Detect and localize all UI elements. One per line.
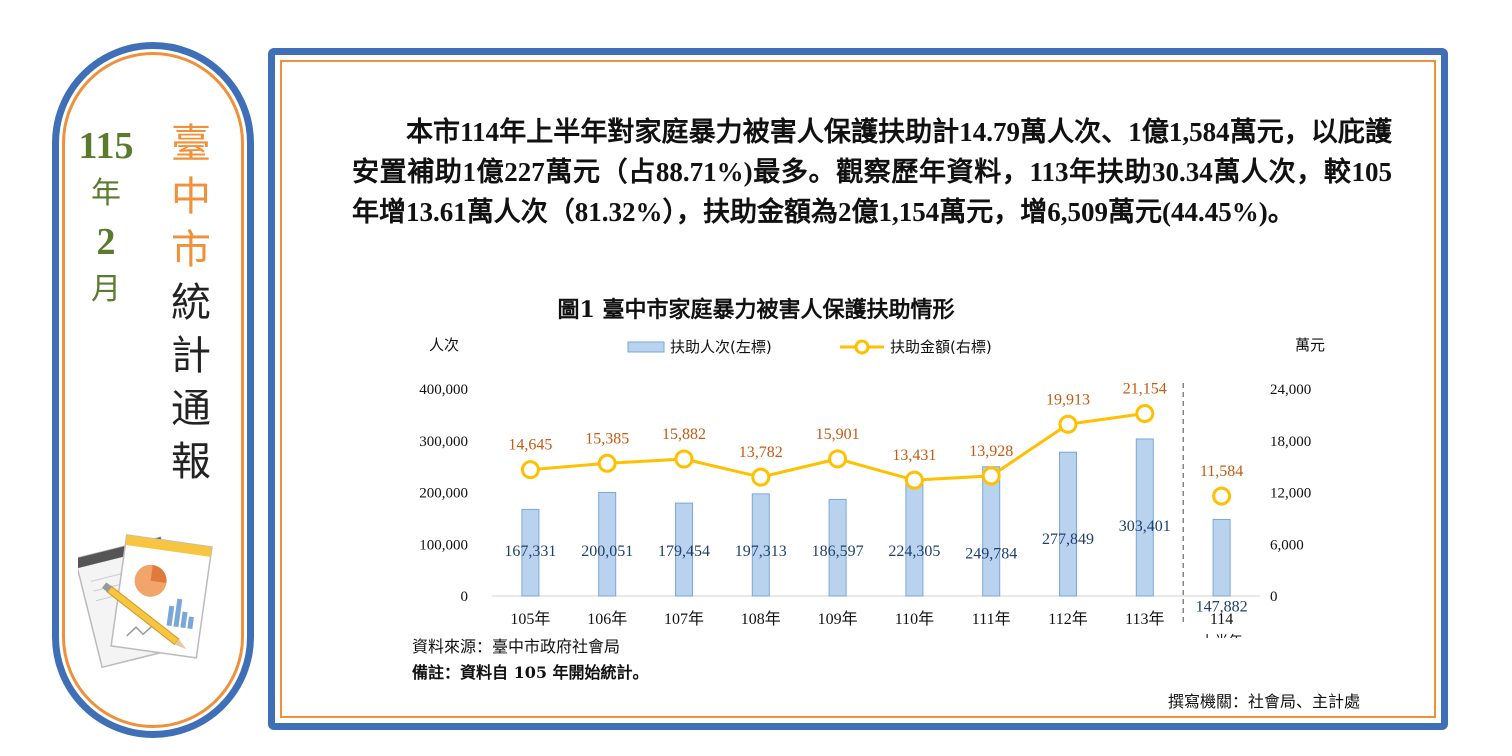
- amount-marker: [1058, 414, 1078, 434]
- count-bar: [1212, 518, 1231, 597]
- amount-label: 15,385: [585, 430, 629, 447]
- chart-title: 圖1 臺中市家庭暴力被害人保護扶助情形: [557, 297, 955, 323]
- amount-label: 11,584: [1200, 463, 1243, 480]
- amount-marker: [674, 449, 694, 469]
- left-axis-tick: 300,000: [419, 434, 468, 450]
- right-axis-tick: 0: [1270, 589, 1278, 605]
- issue-badge-inner-frame: [62, 52, 244, 728]
- count-label: 224,305: [888, 543, 940, 560]
- count-bar: [598, 491, 617, 597]
- amount-marker: [520, 460, 540, 480]
- count-label: 200,051: [581, 543, 633, 560]
- amount-label: 15,882: [662, 426, 706, 443]
- issue-month-number: 2: [96, 221, 116, 263]
- category-label: 108年: [741, 610, 781, 628]
- count-bar: [1135, 438, 1154, 597]
- right-axis-tick: 24,000: [1270, 382, 1311, 398]
- title-char: 報: [171, 439, 211, 485]
- content-panel-frame: [268, 48, 1448, 730]
- issue-month-unit: 月: [91, 272, 121, 307]
- summary-paragraph: 本市114年上半年對家庭暴力被害人保護扶助計14.79萬人次、1億1,584萬元…: [352, 117, 1392, 227]
- amount-marker: [597, 453, 617, 473]
- issue-date: 115 年 2 月: [76, 122, 136, 314]
- count-label: 179,454: [658, 543, 710, 560]
- protection-assistance-chart: 人次 萬元 扶助人次(左標) 扶助金額(右標) 400,000 300,000 200,00…: [419, 336, 1325, 638]
- report-chart-icon: [78, 534, 213, 669]
- left-axis-tick: 100,000: [419, 537, 468, 553]
- left-axis-tick: 400,000: [419, 382, 468, 398]
- legend-line-label: 扶助金額(右標): [890, 338, 992, 356]
- category-label: 112年: [1048, 610, 1087, 628]
- right-axis-tick: 18,000: [1270, 434, 1311, 450]
- category-label: 109年: [818, 610, 858, 628]
- issue-year-unit: 年: [91, 176, 121, 211]
- amount-label: 14,645: [508, 437, 552, 454]
- left-axis-tick: 0: [461, 589, 469, 605]
- count-label: 147,882: [1196, 598, 1248, 615]
- publication-title: 臺 中 市 統 計 通 報: [166, 118, 216, 489]
- title-char: 臺: [171, 121, 211, 167]
- count-label: 167,331: [504, 543, 556, 560]
- chart-note: 備註：資料自 105 年開始統計。: [412, 663, 649, 682]
- count-bar: [982, 466, 1001, 597]
- amount-marker: [1212, 486, 1232, 506]
- chart-footnotes: 資料來源：臺中市政府社會局 備註：資料自 105 年開始統計。: [412, 634, 649, 686]
- category-sublabel: 上半年: [1201, 634, 1243, 638]
- count-bar: [751, 493, 770, 597]
- count-bar: [828, 498, 847, 597]
- amount-label: 13,782: [739, 444, 783, 461]
- title-char: 通: [171, 386, 211, 432]
- legend-bar-swatch: [627, 341, 665, 353]
- right-axis-unit: 萬元: [1295, 336, 1325, 354]
- amount-label: 13,928: [969, 443, 1013, 460]
- count-bar: [675, 502, 693, 597]
- amount-marker: [904, 470, 924, 490]
- count-bar: [905, 479, 924, 597]
- category-label: 110年: [895, 610, 934, 628]
- title-char: 計: [171, 333, 211, 379]
- legend-bar-label: 扶助人次(左標): [670, 338, 772, 356]
- legend-line-marker: [854, 339, 870, 355]
- category-label: 107年: [664, 610, 704, 628]
- amount-marker: [751, 467, 771, 487]
- right-axis-tick: 12,000: [1270, 486, 1311, 502]
- amount-marker: [1135, 404, 1155, 424]
- count-label: 249,784: [965, 546, 1017, 563]
- amount-label: 15,901: [816, 426, 860, 443]
- count-bar: [1059, 451, 1077, 597]
- data-source: 資料來源：臺中市政府社會局: [412, 637, 621, 656]
- title-char: 中: [171, 174, 211, 220]
- count-label: 277,849: [1042, 531, 1094, 548]
- issue-year-number: 115: [78, 125, 134, 167]
- count-label: 303,401: [1119, 518, 1171, 535]
- right-axis-tick: 6,000: [1270, 537, 1304, 553]
- count-label: 186,597: [812, 543, 864, 560]
- category-label: 106年: [587, 610, 627, 628]
- category-label: 105年: [510, 610, 550, 628]
- category-label: 113年: [1125, 610, 1164, 628]
- category-label: 111年: [972, 610, 1011, 628]
- amount-label: 19,913: [1046, 391, 1090, 408]
- amount-label: 13,431: [892, 447, 936, 464]
- amount-label: 21,154: [1123, 381, 1167, 398]
- left-axis-tick: 200,000: [419, 486, 468, 502]
- count-label: 197,313: [735, 543, 787, 560]
- title-char: 市: [171, 227, 211, 273]
- category-label: 114: [1210, 611, 1233, 628]
- title-char: 統: [171, 280, 211, 326]
- content-panel-inner-frame: [280, 60, 1436, 718]
- left-axis-unit: 人次: [429, 336, 459, 354]
- author-agency: 撰寫機關：社會局、主計處: [1167, 692, 1360, 711]
- amount-marker: [828, 449, 848, 469]
- count-bar: [521, 508, 540, 597]
- amount-marker: [981, 466, 1001, 486]
